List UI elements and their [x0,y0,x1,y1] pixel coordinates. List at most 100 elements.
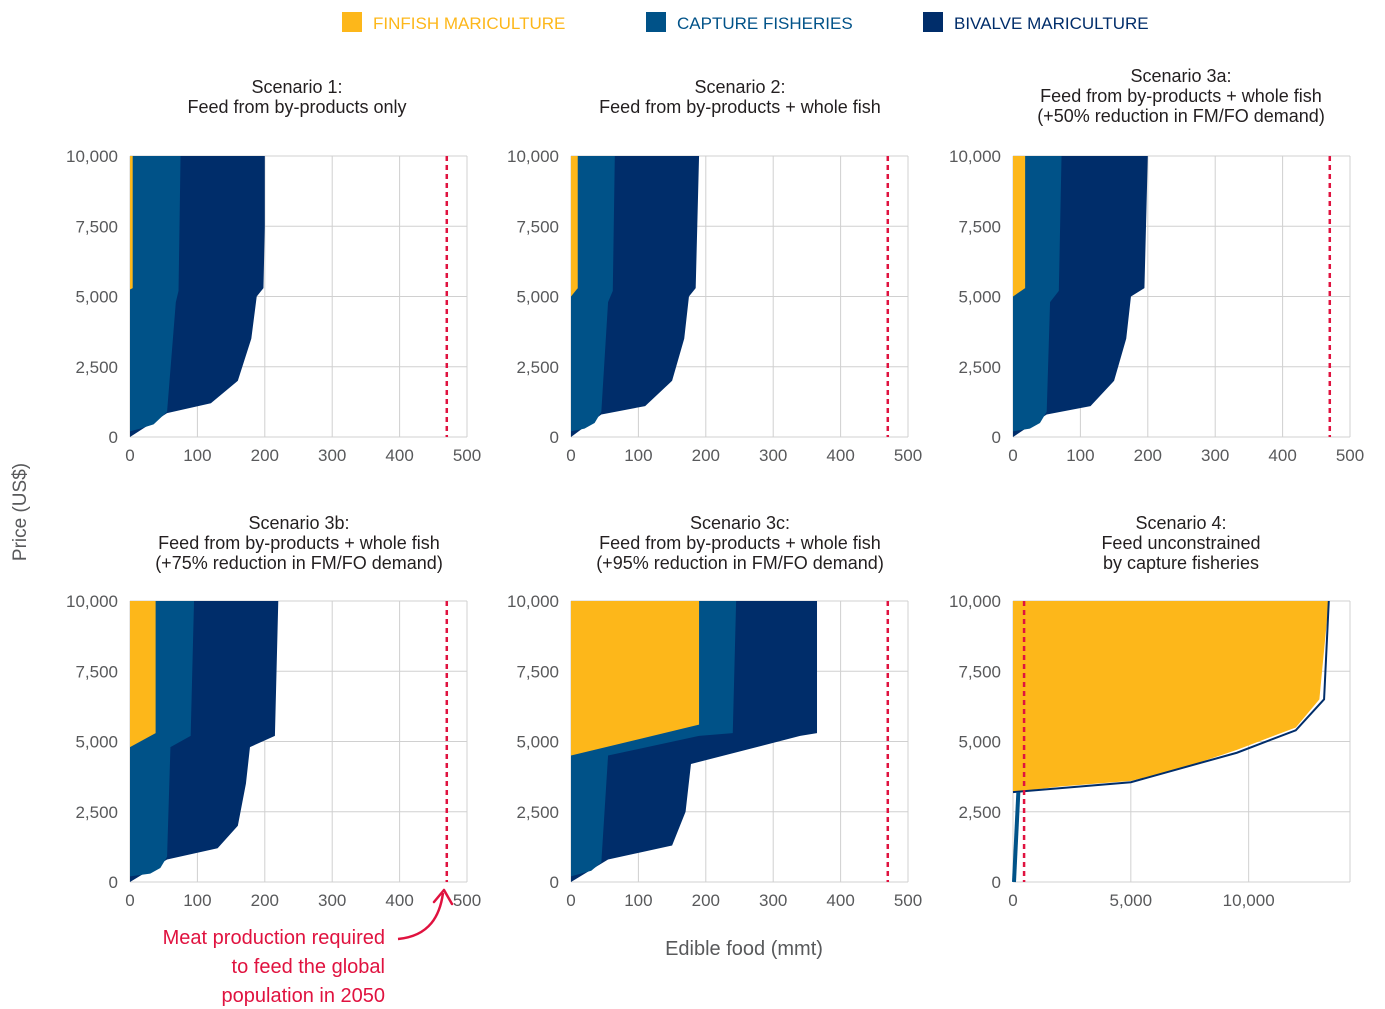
x-tick-label: 0 [1008,891,1017,910]
y-tick-label: 0 [550,873,559,892]
x-tick-label: 0 [566,891,575,910]
panel-1-title-line: Scenario 1: [251,77,342,97]
x-tick-label: 100 [624,446,652,465]
x-tick-label: 500 [453,891,481,910]
panel-5-title-line: (+95% reduction in FM/FO demand) [596,553,884,573]
y-tick-label: 5,000 [958,733,1001,752]
y-tick-label: 0 [992,873,1001,892]
x-tick-label: 500 [894,891,922,910]
annotation-arrow [397,892,445,941]
area-finfish-mariculture [1013,601,1329,793]
panel-1-title-line: Feed from by-products only [187,97,406,117]
y-tick-label: 10,000 [949,592,1001,611]
area-capture-fisheries [571,156,615,437]
y-axis-label: Price (US$) [10,463,31,561]
panel-2-title-line: Feed from by-products + whole fish [599,97,881,117]
panel-5-title-line: Scenario 3c: [690,513,790,533]
reference-annotation-text: to feed the global [232,956,385,978]
panel-3-title-line: Feed from by-products + whole fish [1040,86,1322,106]
x-tick-label: 400 [385,446,413,465]
area-bivalve-mariculture [1012,600,1330,794]
y-tick-label: 10,000 [66,147,118,166]
y-tick-label: 5,000 [516,733,559,752]
chart-panels: Scenario 1:Feed from by-products only 0 2,… [66,66,1364,910]
x-tick-label: 200 [251,446,279,465]
panel-6-title-line: Feed unconstrained [1101,533,1260,553]
reference-annotation-text: population in 2050 [222,985,385,1007]
legend: FINFISH MARICULTURE CAPTURE FISHERIES BIVA… [342,12,1149,33]
x-tick-label: 400 [385,891,413,910]
y-tick-label: 10,000 [66,592,118,611]
panel-4-title-line: Feed from by-products + whole fish [158,533,440,553]
y-tick-label: 0 [109,873,118,892]
y-tick-label: 0 [109,428,118,447]
area-capture-fisheries [1012,791,1021,883]
panel-3: Scenario 3a:Feed from by-products + whol… [949,66,1364,465]
x-tick-label: 200 [1134,446,1162,465]
x-tick-label: 100 [183,446,211,465]
y-tick-label: 5,000 [958,288,1001,307]
y-tick-label: 10,000 [507,147,559,166]
x-tick-label: 10,000 [1223,891,1275,910]
panel-5-title-line: Feed from by-products + whole fish [599,533,881,553]
x-tick-label: 5,000 [1110,891,1153,910]
x-tick-label: 500 [894,446,922,465]
y-tick-label: 2,500 [516,803,559,822]
y-tick-label: 7,500 [516,662,559,681]
x-tick-label: 300 [759,891,787,910]
y-tick-label: 7,500 [958,662,1001,681]
y-tick-label: 5,000 [516,288,559,307]
area-capture-fisheries [130,156,181,437]
x-tick-label: 200 [692,446,720,465]
reference-annotation: Meat production required to feed the glob… [163,888,454,1007]
x-tick-label: 100 [1066,446,1094,465]
panel-3-title-line: (+50% reduction in FM/FO demand) [1037,106,1325,126]
y-tick-label: 7,500 [75,662,118,681]
y-tick-label: 2,500 [958,803,1001,822]
x-tick-label: 0 [125,891,134,910]
panel-5: Scenario 3c:Feed from by-products + whol… [507,513,922,910]
y-tick-label: 7,500 [958,217,1001,236]
x-axis-label: Edible food (mmt) [665,938,823,960]
area-finfish-mariculture [1013,156,1026,297]
legend-swatch-2 [646,12,666,32]
x-tick-label: 500 [453,446,481,465]
y-tick-label: 2,500 [958,358,1001,377]
y-tick-label: 2,500 [75,358,118,377]
panel-2: Scenario 2:Feed from by-products + whole… [507,77,922,465]
x-tick-label: 500 [1336,446,1364,465]
legend-swatch-3 [923,12,943,32]
x-tick-label: 100 [183,891,211,910]
y-tick-label: 10,000 [949,147,1001,166]
area-finfish-mariculture [130,156,133,290]
x-tick-label: 300 [318,446,346,465]
y-tick-label: 2,500 [516,358,559,377]
x-tick-label: 0 [566,446,575,465]
x-tick-label: 300 [318,891,346,910]
x-tick-label: 400 [826,446,854,465]
panel-4: Scenario 3b:Feed from by-products + whol… [66,513,481,910]
panel-6-title-line: by capture fisheries [1103,553,1259,573]
x-tick-label: 400 [826,891,854,910]
panel-1: Scenario 1:Feed from by-products only 0 2,… [66,77,481,465]
y-tick-label: 2,500 [75,803,118,822]
x-tick-label: 400 [1268,446,1296,465]
y-tick-label: 0 [992,428,1001,447]
legend-label-2: CAPTURE FISHERIES [677,14,853,33]
x-tick-label: 300 [1201,446,1229,465]
panel-6-title-line: Scenario 4: [1135,513,1226,533]
x-tick-label: 0 [1008,446,1017,465]
y-tick-label: 10,000 [507,592,559,611]
y-tick-label: 0 [550,428,559,447]
area-finfish-mariculture [571,601,700,756]
area-finfish-mariculture [130,601,156,748]
legend-swatch-1 [342,12,362,32]
panel-4-title-line: Scenario 3b: [248,513,349,533]
x-tick-label: 300 [759,446,787,465]
x-tick-label: 200 [251,891,279,910]
y-tick-label: 5,000 [75,288,118,307]
y-tick-label: 7,500 [516,217,559,236]
area-finfish-mariculture [571,156,578,297]
